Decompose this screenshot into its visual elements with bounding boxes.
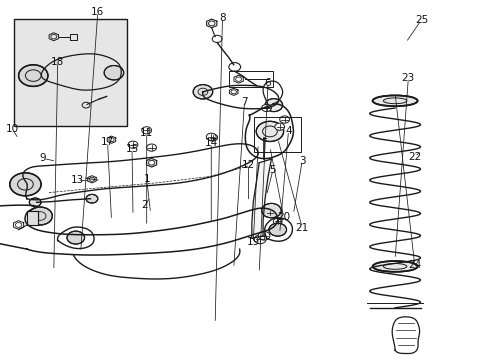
Text: 20: 20: [277, 212, 289, 222]
Text: 18: 18: [51, 57, 64, 67]
Circle shape: [268, 223, 286, 236]
Circle shape: [265, 210, 274, 216]
Text: 17: 17: [101, 137, 114, 147]
Circle shape: [264, 99, 282, 112]
Ellipse shape: [372, 95, 417, 106]
Text: 16: 16: [91, 7, 104, 17]
Circle shape: [19, 65, 48, 86]
Circle shape: [10, 173, 41, 196]
Circle shape: [104, 66, 123, 80]
Text: 21: 21: [295, 222, 308, 233]
Circle shape: [258, 231, 269, 240]
Circle shape: [254, 235, 265, 244]
Text: 9: 9: [40, 153, 46, 163]
Circle shape: [273, 218, 282, 225]
Text: 3: 3: [298, 156, 305, 166]
Circle shape: [261, 203, 281, 218]
Bar: [27, 211, 38, 225]
Text: 8: 8: [219, 13, 225, 23]
Text: 23: 23: [401, 73, 414, 84]
Text: 7: 7: [241, 96, 247, 107]
Circle shape: [256, 121, 283, 141]
Circle shape: [86, 194, 98, 203]
Text: 13: 13: [70, 175, 84, 185]
Text: 10: 10: [6, 124, 19, 134]
Text: 14: 14: [204, 138, 218, 148]
Text: 4: 4: [285, 126, 291, 136]
Circle shape: [261, 104, 271, 112]
Circle shape: [29, 198, 41, 207]
Circle shape: [206, 133, 216, 140]
Text: 5: 5: [269, 165, 276, 175]
Circle shape: [142, 127, 151, 134]
Bar: [27, 211, 38, 225]
Text: 24: 24: [407, 260, 421, 270]
Bar: [254, 117, 300, 152]
Text: 15: 15: [125, 144, 139, 154]
Text: 12: 12: [241, 160, 255, 170]
Text: 1: 1: [143, 174, 150, 184]
Bar: [228, 71, 272, 87]
Text: 19: 19: [246, 237, 260, 247]
Circle shape: [28, 207, 52, 225]
Circle shape: [207, 134, 217, 141]
Ellipse shape: [372, 261, 417, 272]
Text: 22: 22: [407, 152, 421, 162]
Text: 2: 2: [141, 200, 147, 210]
Text: 6: 6: [264, 78, 271, 88]
Circle shape: [67, 231, 84, 244]
Circle shape: [128, 141, 138, 148]
Circle shape: [193, 85, 212, 99]
Bar: [14, 19, 127, 126]
Text: 11: 11: [140, 128, 153, 138]
Text: 25: 25: [414, 15, 427, 25]
Bar: [27, 211, 38, 225]
Circle shape: [146, 144, 156, 151]
Circle shape: [274, 123, 284, 130]
Circle shape: [279, 116, 289, 123]
